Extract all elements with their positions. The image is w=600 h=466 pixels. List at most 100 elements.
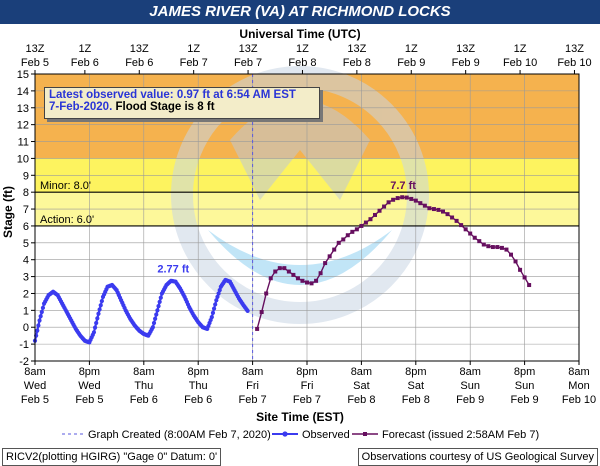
forecast-point <box>518 267 523 272</box>
forecast-point <box>368 217 373 222</box>
observed-point <box>96 311 101 316</box>
observed-point <box>209 315 214 320</box>
y-tick-label: 1 <box>23 305 29 317</box>
top-tick-label: 13Z <box>347 43 366 55</box>
forecast-point <box>305 280 309 285</box>
x-tick-label: Thu <box>189 380 208 392</box>
x-tick-label: Feb 6 <box>184 394 212 406</box>
threshold-lines: Minor: 8.0' Action: 6.0' <box>35 180 579 227</box>
top-tick-label: 1Z <box>296 43 309 55</box>
forecast-point <box>354 227 359 232</box>
peak-label: 7.7 ft <box>390 180 416 192</box>
observed-point <box>214 298 219 303</box>
observed-point <box>154 312 159 317</box>
observed-point <box>153 316 158 321</box>
forecast-point <box>495 245 500 250</box>
legend-forecast-marker <box>363 432 367 436</box>
forecast-point <box>404 195 409 200</box>
latest-value-text: Latest observed value: 0.97 ft at 6:54 A… <box>49 89 296 101</box>
forecast-point <box>463 227 468 232</box>
legend-observed: Observed <box>302 429 350 441</box>
x-tick-label: Fri <box>246 380 259 392</box>
forecast-point <box>277 266 282 271</box>
y-tick-label: 15 <box>17 69 29 81</box>
x-tick-label: Sun <box>515 380 535 392</box>
top-tick-label: 1Z <box>78 43 91 55</box>
y-tick-label: 0 <box>23 322 29 334</box>
top-tick-date: Feb 9 <box>452 57 480 69</box>
forecast-point <box>345 233 350 238</box>
forecast-point <box>268 276 273 281</box>
observed-point <box>95 316 100 321</box>
forecast-point <box>255 326 260 331</box>
forecast-point <box>445 212 450 217</box>
observed-point <box>155 308 160 313</box>
forecast-point <box>309 281 314 286</box>
x-tick-label: Feb 7 <box>239 394 267 406</box>
y-tick-label: 7 <box>23 204 29 216</box>
y-axis-title: Stage (ft) <box>1 186 15 238</box>
forecast-point <box>327 254 332 259</box>
x-axis-top: 13Z Feb 5 1Z Feb 6 13Z Feb 6 1Z Feb 7 13Z Feb 7 1Z… <box>21 43 592 74</box>
top-tick-date: Feb 5 <box>21 57 49 69</box>
forecast-point <box>509 252 513 257</box>
legend-graph-created: Graph Created (8:00AM Feb 7, 2020) <box>88 429 271 441</box>
x-tick-label: 8am <box>351 366 372 378</box>
x-tick-label: 8am <box>568 366 589 378</box>
forecast-point <box>422 203 427 208</box>
x-tick-label: 8am <box>459 366 480 378</box>
x-tick-label: Feb 9 <box>456 394 484 406</box>
observed-point <box>94 320 99 326</box>
noaa-wave <box>208 230 392 285</box>
forecast-point <box>314 278 319 283</box>
observed-point <box>38 314 43 319</box>
observed-point <box>157 299 162 305</box>
forecast-point <box>427 206 432 211</box>
top-tick-label: 1Z <box>187 43 200 55</box>
observed-point <box>216 291 221 296</box>
forecast-point <box>477 239 482 244</box>
observed-point <box>97 307 102 312</box>
x-tick-label: Thu <box>134 380 153 392</box>
forecast-point <box>441 209 445 214</box>
forecast-point <box>513 259 518 264</box>
x-tick-label: 8pm <box>405 366 426 378</box>
forecast-point <box>413 198 418 203</box>
x-tick-label: Feb 9 <box>511 394 539 406</box>
forecast-point <box>522 275 527 280</box>
x-axis-bottom: 8am Wed Feb 5 8pm Wed Feb 5 8am Thu Feb 6 8pm Thu F… <box>21 361 596 406</box>
top-tick-date: Feb 10 <box>503 57 537 69</box>
y-tick-label: 9 <box>23 170 29 182</box>
observed-point <box>91 330 97 335</box>
x-tick-label: 8am <box>24 366 45 378</box>
x-tick-label: Feb 8 <box>347 394 375 406</box>
observed-point <box>39 309 44 315</box>
forecast-point <box>350 229 355 234</box>
peak-label: 2.77 ft <box>157 263 189 275</box>
forecast-point <box>295 276 300 281</box>
annotation-labels: 2.77 ft 7.7 ft <box>157 180 416 275</box>
top-tick-label: 13Z <box>130 43 149 55</box>
legend: Graph Created (8:00AM Feb 7, 2020) Observ… <box>62 429 539 441</box>
forecast-point <box>300 278 305 283</box>
y-tick-label: 6 <box>23 221 29 233</box>
observed-point <box>156 304 161 309</box>
y-tick-label: 13 <box>17 103 29 115</box>
y-tick-label: 3 <box>23 272 29 284</box>
forecast-point <box>486 244 491 249</box>
forecast-point <box>259 310 264 315</box>
legend-forecast: Forecast (issued 2:58AM Feb 7) <box>382 429 539 441</box>
y-tick-label: -2 <box>19 356 29 368</box>
x-tick-label: 8pm <box>514 366 535 378</box>
forecast-point <box>472 235 477 240</box>
observed-point <box>36 323 41 328</box>
top-tick-date: Feb 6 <box>125 57 153 69</box>
forecast-point <box>527 283 532 288</box>
threshold-label: Minor: 8.0' <box>40 180 91 192</box>
y-tick-label: 10 <box>17 153 29 165</box>
forecast-point <box>395 196 400 201</box>
observations-credit: Observations courtesy of US Geological S… <box>357 448 598 466</box>
legend-observed-marker <box>282 431 288 437</box>
forecast-point <box>431 207 436 212</box>
x-tick-label: Feb 7 <box>293 394 321 406</box>
